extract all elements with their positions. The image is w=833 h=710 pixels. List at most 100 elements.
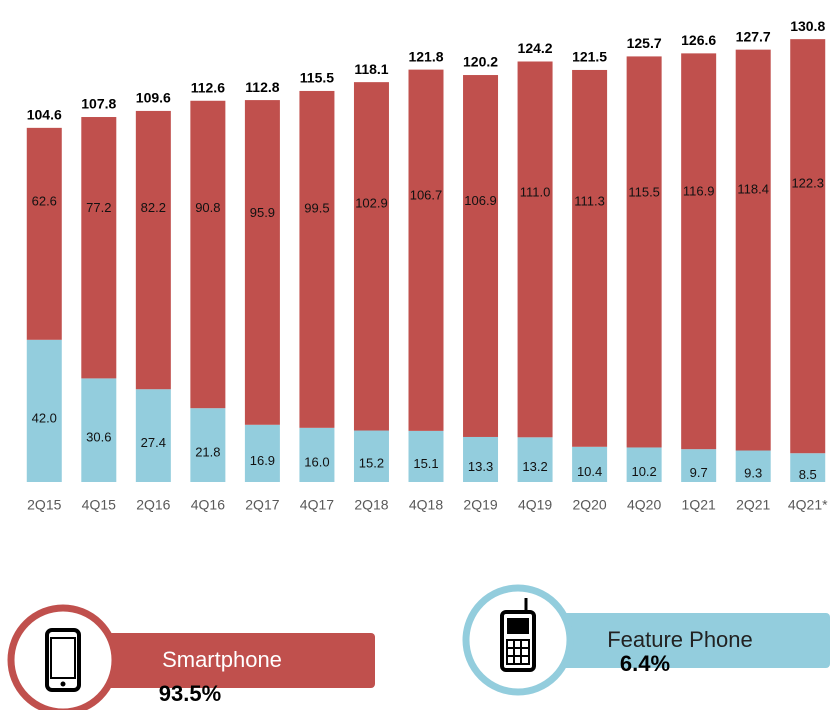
x-tick-label: 2Q16 xyxy=(136,497,170,513)
phone-screen xyxy=(507,618,529,634)
legend-label: Smartphone xyxy=(162,647,282,672)
value-label: 16.9 xyxy=(250,453,275,468)
total-label: 120.2 xyxy=(463,54,498,70)
value-label: 77.2 xyxy=(86,200,111,215)
bar-segment xyxy=(681,53,717,450)
value-label: 118.4 xyxy=(737,181,769,196)
bar-segment xyxy=(681,449,717,482)
bar-segment xyxy=(135,110,171,390)
bar-segment xyxy=(735,49,771,451)
bar-segment xyxy=(463,75,499,437)
x-tick-label: 4Q21* xyxy=(788,497,828,513)
total-label: 126.6 xyxy=(681,32,716,48)
bar-segment xyxy=(244,100,280,425)
value-label: 82.2 xyxy=(141,200,166,215)
x-tick-label: 4Q18 xyxy=(409,497,443,513)
value-label: 106.7 xyxy=(410,187,443,202)
share-label: 6.4% xyxy=(620,651,670,676)
x-tick-label: 4Q17 xyxy=(300,497,334,513)
phone-button xyxy=(60,681,66,687)
bar-segment xyxy=(81,378,117,482)
share-label: 93.5% xyxy=(159,681,221,706)
value-label: 95.9 xyxy=(250,205,275,220)
bar-segment xyxy=(517,437,553,482)
value-label: 15.2 xyxy=(359,456,384,471)
value-label: 10.2 xyxy=(631,464,656,479)
x-tick-label: 2Q15 xyxy=(27,497,61,513)
bar-segment xyxy=(299,427,335,482)
phone-keys xyxy=(506,639,530,665)
bar-segment xyxy=(135,389,171,482)
x-tick-label: 1Q21 xyxy=(682,497,716,513)
value-label: 111.0 xyxy=(520,184,551,199)
x-tick-label: 2Q17 xyxy=(245,497,279,513)
legend-label: Feature Phone xyxy=(607,627,753,652)
x-tick-label: 2Q18 xyxy=(354,497,388,513)
total-label: 112.8 xyxy=(245,79,279,95)
value-label: 99.5 xyxy=(304,200,329,215)
badge-bar xyxy=(100,633,375,688)
bar-segment xyxy=(790,39,826,454)
value-label: 116.9 xyxy=(683,183,715,198)
value-label: 106.9 xyxy=(464,193,497,208)
x-tick-label: 2Q20 xyxy=(572,497,606,513)
total-label: 125.7 xyxy=(627,35,662,51)
bar-segment xyxy=(353,82,389,431)
total-label: 124.2 xyxy=(518,40,553,56)
bar-segment xyxy=(626,447,662,482)
value-label: 8.5 xyxy=(799,467,817,482)
bar-segment xyxy=(26,339,62,482)
value-label: 13.3 xyxy=(468,459,493,474)
total-label: 121.8 xyxy=(408,48,443,64)
bar-segment xyxy=(353,430,389,482)
total-label: 104.6 xyxy=(27,107,62,123)
x-tick-label: 2Q21 xyxy=(736,497,770,513)
total-label: 121.5 xyxy=(572,49,607,65)
value-label: 16.0 xyxy=(304,454,329,469)
feature-badge: Feature Phone 6.4% xyxy=(462,584,830,696)
x-tick-label: 4Q16 xyxy=(191,497,225,513)
value-label: 9.7 xyxy=(690,465,708,480)
x-tick-label: 4Q19 xyxy=(518,497,552,513)
bar-segment xyxy=(463,436,499,482)
smartphone-badge: Smartphone 93.5% xyxy=(7,604,375,710)
value-label: 9.3 xyxy=(744,466,762,481)
value-label: 90.8 xyxy=(195,200,220,215)
value-label: 30.6 xyxy=(86,430,111,445)
x-tick-label: 2Q19 xyxy=(463,497,497,513)
value-label: 111.3 xyxy=(574,193,605,208)
bar-segment xyxy=(408,430,444,482)
badge-bar xyxy=(555,613,830,668)
bar-segment xyxy=(735,450,771,482)
total-label: 112.6 xyxy=(191,79,225,95)
bar-segment xyxy=(408,69,444,431)
bar-segment xyxy=(517,61,553,438)
bar-segment xyxy=(626,56,662,448)
total-label: 130.8 xyxy=(790,18,825,34)
value-label: 21.8 xyxy=(195,445,220,460)
bar-segment xyxy=(190,100,226,409)
total-label: 118.1 xyxy=(354,61,388,77)
value-label: 115.5 xyxy=(628,185,660,200)
total-label: 127.7 xyxy=(736,28,771,44)
bar-segment xyxy=(26,127,62,340)
value-label: 13.2 xyxy=(522,459,547,474)
value-label: 122.3 xyxy=(791,176,824,191)
value-label: 27.4 xyxy=(141,435,166,450)
value-label: 102.9 xyxy=(355,196,388,211)
bar-segment xyxy=(299,90,335,428)
bar-segment xyxy=(81,117,117,379)
bar-segment xyxy=(572,69,608,447)
value-label: 10.4 xyxy=(577,464,602,479)
total-label: 107.8 xyxy=(81,96,116,112)
value-label: 15.1 xyxy=(413,456,438,471)
bar-segment xyxy=(572,446,608,482)
value-label: 62.6 xyxy=(32,193,57,208)
x-tick-label: 4Q15 xyxy=(82,497,116,513)
bar-segment xyxy=(790,453,826,482)
x-tick-label: 4Q20 xyxy=(627,497,661,513)
bar-segment xyxy=(190,408,226,482)
bar-segment xyxy=(244,424,280,482)
total-label: 109.6 xyxy=(136,90,171,106)
